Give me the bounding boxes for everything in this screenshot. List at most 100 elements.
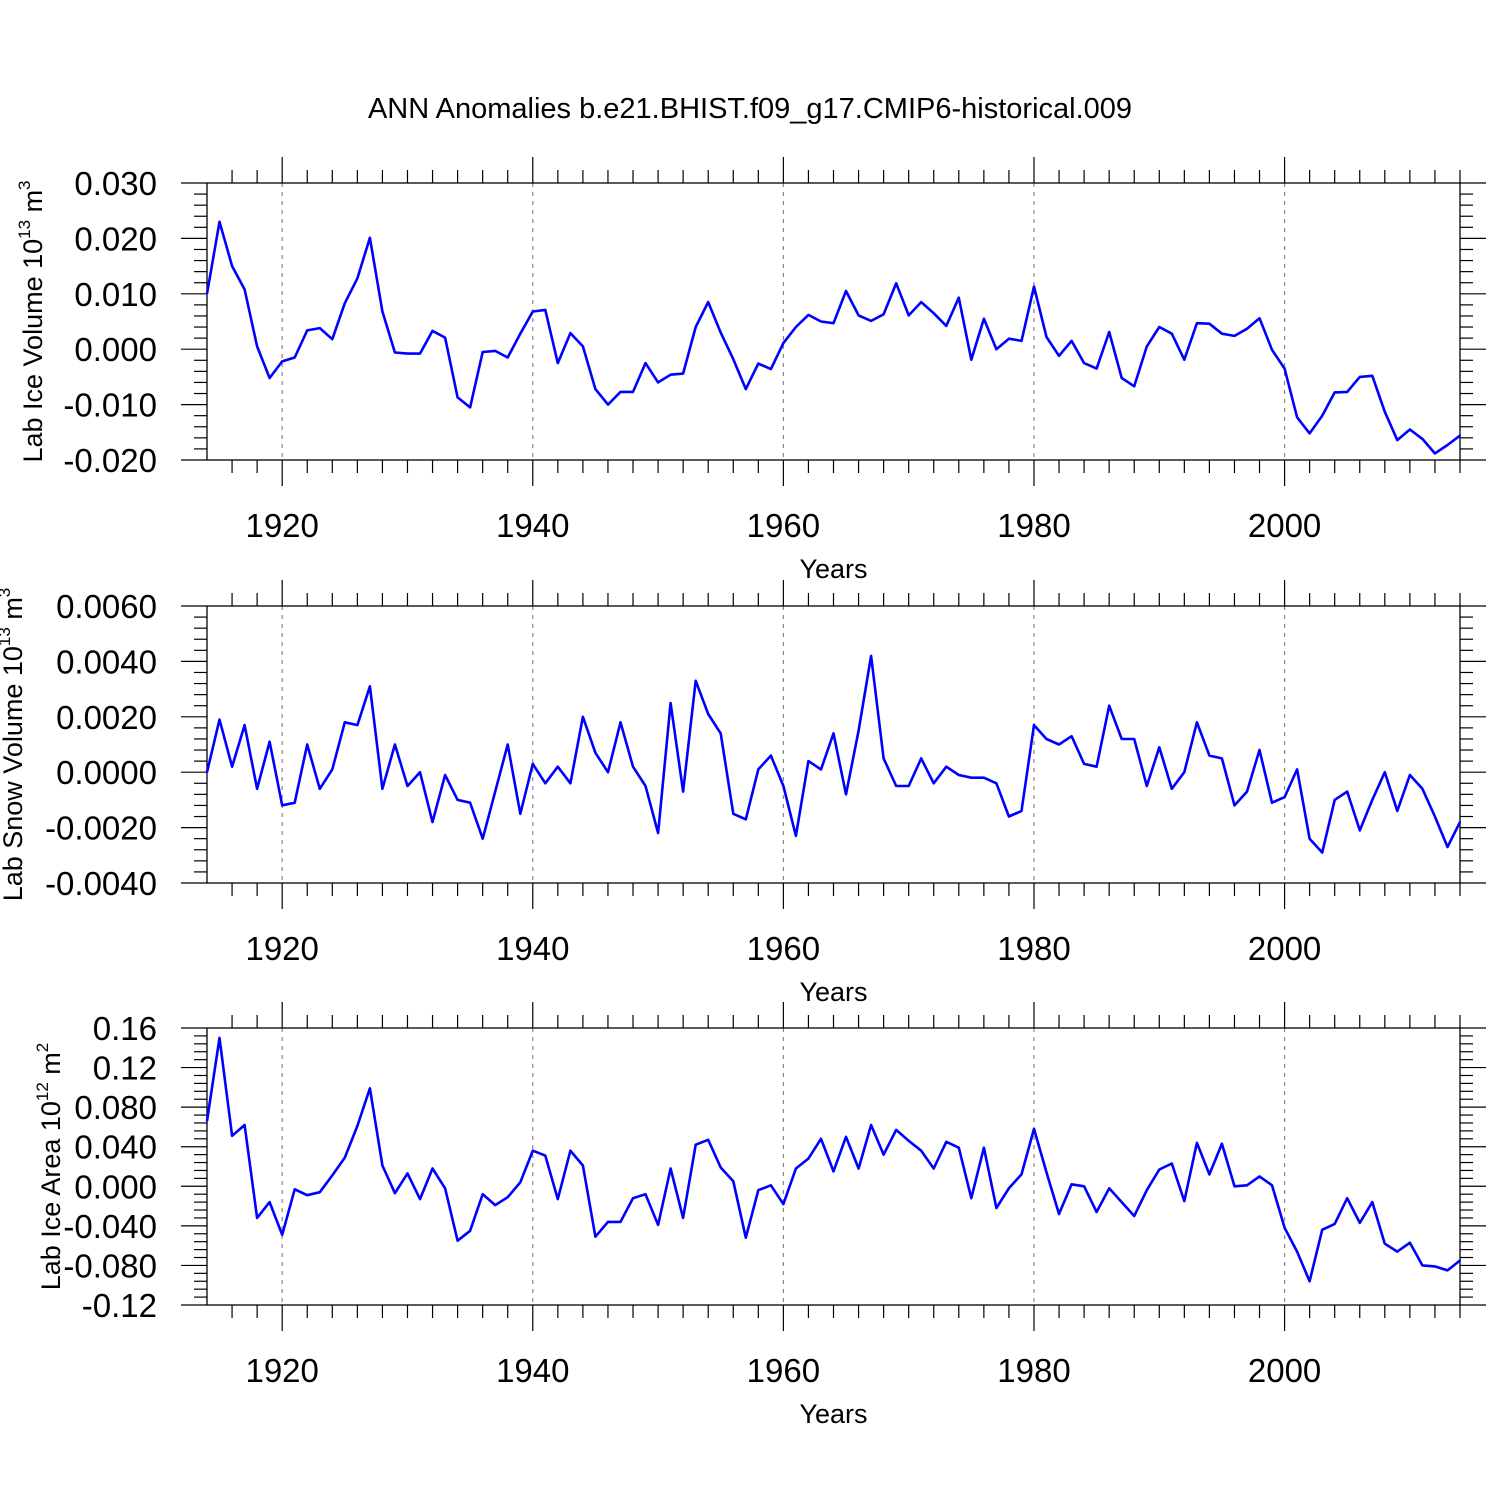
data-point: [381, 787, 384, 790]
data-point: [1396, 809, 1399, 812]
y-tick-label: 0.0060: [56, 588, 157, 625]
data-point: [1158, 326, 1161, 329]
chart-panel-1: 1920 1940 1960 1980 2000 -0.020 -0.010 0.000 0.0…: [15, 157, 1486, 584]
data-point: [256, 345, 259, 348]
data-point: [769, 368, 772, 371]
data-point: [444, 1187, 447, 1190]
x-tick-label: 1960: [747, 1352, 820, 1389]
data-point: [1245, 1184, 1248, 1187]
data-point: [431, 1167, 434, 1170]
data-point: [857, 1167, 860, 1170]
data-point: [519, 1181, 522, 1184]
data-point: [1396, 1250, 1399, 1253]
data-point: [368, 685, 371, 688]
data-point: [619, 721, 622, 724]
data-point: [632, 1197, 635, 1200]
data-point: [1195, 1141, 1198, 1144]
data-point: [995, 782, 998, 785]
data-point: [882, 1153, 885, 1156]
data-point: [1020, 1173, 1023, 1176]
data-point: [1358, 375, 1361, 378]
data-point: [1133, 737, 1136, 740]
data-point: [970, 358, 973, 361]
data-point: [657, 1223, 660, 1226]
data-point: [469, 406, 472, 409]
data-point: [895, 785, 898, 788]
data-point: [1208, 322, 1211, 325]
y-tick-label: 0.0000: [56, 754, 157, 791]
y-axis-label-text: m: [18, 190, 48, 220]
data-point: [832, 322, 835, 325]
data-point: [1321, 851, 1324, 854]
data-point: [907, 1139, 910, 1142]
data-point: [306, 743, 309, 746]
y-tick-label: 0.080: [74, 1089, 157, 1126]
data-point: [406, 1172, 409, 1175]
y-tick-label: 0.020: [74, 220, 157, 257]
y-axis-label-superscript: 12: [33, 1082, 52, 1101]
data-point: [469, 1229, 472, 1232]
series-line-1: [205, 1036, 1461, 1283]
data-point: [506, 1196, 509, 1199]
data-point: [870, 319, 873, 322]
data-point: [845, 793, 848, 796]
y-tick-label: -0.080: [63, 1247, 157, 1284]
y-tick-label: 0.000: [74, 1168, 157, 1205]
data-point: [807, 313, 810, 316]
x-tick-label: 2000: [1248, 1352, 1321, 1389]
data-point: [231, 765, 234, 768]
data-point: [794, 834, 797, 837]
data-point: [995, 1207, 998, 1210]
data-point: [1158, 1168, 1161, 1171]
data-point: [1045, 737, 1048, 740]
data-point: [619, 390, 622, 393]
data-point: [1120, 737, 1123, 740]
data-point: [531, 762, 534, 765]
data-point: [1058, 354, 1061, 357]
series-line-1: [205, 220, 1461, 455]
data-point: [218, 1036, 221, 1039]
y-axis-label-text: Lab Ice Area 10: [36, 1101, 66, 1290]
data-point: [293, 1188, 296, 1191]
data-point: [1333, 391, 1336, 394]
data-point: [1095, 1211, 1098, 1214]
data-point: [606, 1220, 609, 1223]
data-point: [982, 1146, 985, 1149]
data-point: [1346, 390, 1349, 393]
data-point: [694, 326, 697, 329]
data-point: [1070, 339, 1073, 342]
y-tick-label: -0.0020: [45, 810, 157, 847]
data-point: [444, 773, 447, 776]
data-point: [218, 718, 221, 721]
data-point: [1183, 1200, 1186, 1203]
data-point: [1133, 1214, 1136, 1217]
data-point: [719, 1166, 722, 1169]
y-tick-label: 0.010: [74, 276, 157, 313]
y-axis-label-superscript: 2: [33, 1043, 52, 1052]
data-point: [606, 771, 609, 774]
data-point: [281, 804, 284, 807]
data-point: [306, 1194, 309, 1197]
data-point: [882, 757, 885, 760]
data-point: [1220, 1142, 1223, 1145]
data-point: [744, 388, 747, 391]
series-line-1: [205, 654, 1462, 854]
data-point: [594, 751, 597, 754]
chart-panel-3: 1920 1940 1960 1980 2000-0.12-0.080-0.0400.0…: [33, 1002, 1486, 1429]
data-point: [256, 787, 259, 790]
data-point: [1007, 1187, 1010, 1190]
data-point: [757, 362, 760, 365]
data-point: [1459, 434, 1461, 437]
data-point: [1433, 452, 1436, 455]
data-point: [995, 348, 998, 351]
x-tick-label: 1980: [997, 930, 1070, 967]
data-point: [393, 1192, 396, 1195]
data-point: [368, 236, 371, 239]
data-point: [406, 352, 409, 355]
data-point: [1459, 821, 1461, 824]
data-point: [494, 790, 497, 793]
data-point: [644, 785, 647, 788]
data-point: [682, 1216, 685, 1219]
data-point: [1333, 798, 1336, 801]
data-point: [569, 1149, 572, 1152]
